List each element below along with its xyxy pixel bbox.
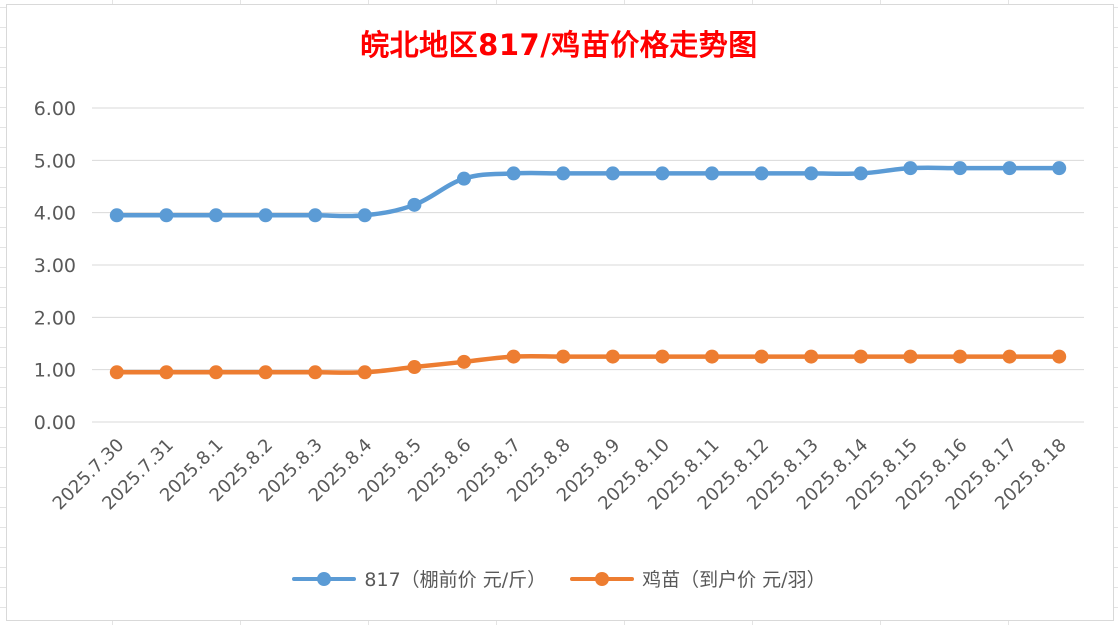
data-point-s0-18 [1002, 161, 1017, 176]
data-point-s0-6 [407, 197, 422, 212]
data-point-s0-0 [109, 208, 124, 223]
data-point-s1-18 [1002, 349, 1017, 364]
data-point-s1-17 [953, 349, 967, 364]
data-point-s0-19 [1052, 161, 1067, 176]
data-point-s0-13 [754, 166, 769, 181]
data-point-s1-8 [506, 349, 521, 364]
data-point-s1-6 [407, 360, 422, 375]
data-point-s1-13 [754, 349, 769, 364]
data-point-s0-16 [903, 161, 918, 176]
y-axis-ticks: 0.00 1.00 2.00 3.00 4.00 5.00 6.00 [34, 98, 76, 434]
chart-title: 皖北地区817/鸡苗价格走势图 [360, 28, 758, 62]
data-point-s0-4 [308, 208, 323, 223]
y-tick-label-4: 4.00 [34, 203, 76, 225]
data-point-s0-3 [258, 208, 273, 223]
legend-item-chick: 鸡苗（到户价 元/羽） [570, 565, 826, 592]
chart-area[interactable] [6, 4, 1114, 621]
data-point-s1-4 [308, 365, 323, 380]
data-point-s1-19 [1052, 349, 1067, 364]
data-point-s0-14 [804, 166, 819, 181]
y-tick-label-1: 1.00 [34, 360, 76, 382]
x-axis-ticks: 2025.7.302025.7.312025.8.12025.8.22025.8… [49, 435, 1071, 515]
legend-label-chick: 鸡苗（到户价 元/羽） [642, 569, 826, 591]
data-point-s0-2 [209, 208, 223, 223]
data-point-s0-11 [655, 166, 670, 181]
data-point-s0-10 [605, 166, 620, 181]
data-point-s1-0 [109, 365, 124, 380]
data-point-s1-9 [556, 349, 571, 364]
y-tick-label-0: 0.00 [34, 412, 76, 434]
data-point-s0-5 [357, 208, 372, 223]
data-point-s1-14 [804, 349, 819, 364]
y-tick-label-5: 5.00 [34, 150, 76, 172]
data-point-s1-1 [159, 365, 174, 380]
data-point-s0-12 [705, 166, 719, 181]
y-tick-label-3: 3.00 [34, 255, 76, 277]
gridlines [92, 107, 1084, 423]
data-point-s1-3 [258, 365, 273, 380]
data-point-s1-5 [357, 365, 372, 380]
legend-label-817: 817（棚前价 元/斤） [364, 569, 547, 591]
data-point-s1-15 [853, 349, 868, 364]
legend-marker-chick [595, 571, 610, 586]
data-point-s0-9 [556, 166, 571, 181]
y-tick-label-6: 6.00 [34, 98, 76, 120]
data-point-s1-2 [209, 365, 223, 380]
data-point-s0-8 [506, 166, 521, 181]
legend-swatch-chick [570, 566, 635, 592]
legend-item-817: 817（棚前价 元/斤） [292, 565, 546, 592]
data-point-s1-16 [903, 349, 918, 364]
series-lines [109, 161, 1067, 380]
series-line-0 [114, 165, 1062, 219]
data-point-s0-17 [953, 161, 967, 176]
series-line-1 [114, 353, 1062, 375]
data-point-s1-12 [705, 349, 719, 364]
legend: 817（棚前价 元/斤） 鸡苗（到户价 元/羽） [0, 565, 1118, 592]
legend-swatch-817 [292, 566, 357, 592]
data-point-s1-11 [655, 349, 670, 364]
data-point-s0-15 [853, 166, 868, 181]
data-point-s1-10 [605, 349, 620, 364]
data-point-s0-1 [159, 208, 174, 223]
data-point-s0-7 [457, 171, 471, 186]
legend-marker-817 [317, 571, 332, 586]
y-tick-label-2: 2.00 [34, 307, 76, 329]
data-point-s1-7 [457, 354, 471, 369]
